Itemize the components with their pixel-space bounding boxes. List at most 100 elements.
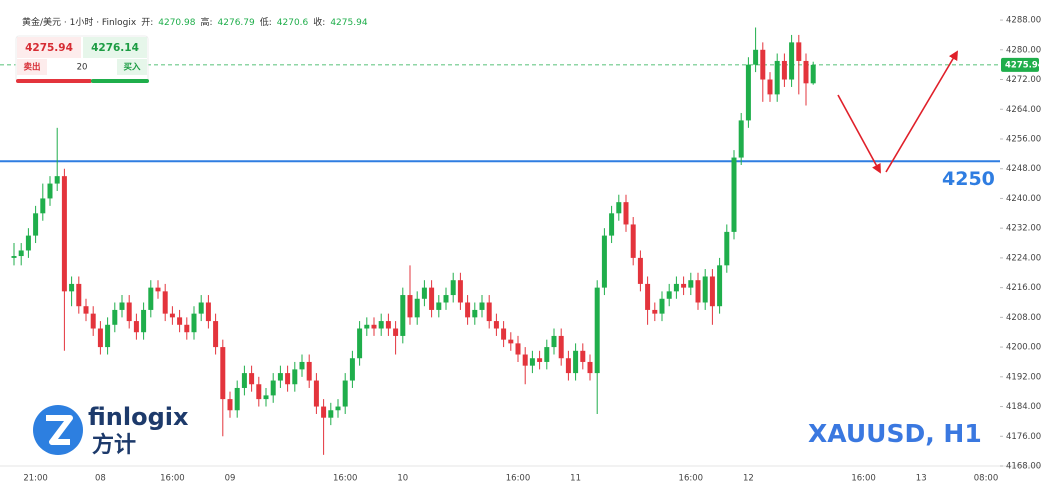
y-tick-label: 4272.00 <box>1006 75 1041 85</box>
y-tick-label: 4184.00 <box>1006 402 1041 412</box>
candle-body <box>551 335 557 348</box>
candle-body <box>681 283 687 288</box>
buy-button[interactable] <box>117 59 147 75</box>
candle-body <box>313 380 319 407</box>
candle-body <box>673 283 679 292</box>
x-tick-label: 16:00 <box>506 474 531 484</box>
candle-body <box>83 306 89 314</box>
y-tick-label: 4240.00 <box>1006 194 1041 204</box>
candle-body <box>205 302 211 322</box>
candle-body <box>33 213 39 236</box>
candle-body <box>227 399 233 411</box>
x-tick-label: 10 <box>397 474 408 484</box>
candle-body <box>767 79 773 95</box>
candle-body <box>378 321 384 329</box>
candle-body <box>796 42 802 61</box>
y-tick-label: 4288.00 <box>1006 16 1041 26</box>
x-tick-label: 16:00 <box>160 474 185 484</box>
arrow-up <box>885 50 958 173</box>
candle-body <box>753 49 759 65</box>
candle-body <box>249 373 255 385</box>
candle-body <box>40 198 46 214</box>
candle-body <box>61 176 67 292</box>
ohlc-value: 4276.79 <box>218 18 255 28</box>
candle-body <box>191 313 197 333</box>
ohlc-value: 4270.98 <box>158 18 195 28</box>
title: 黄金/美元 · 1小时 · Finlogix <box>22 16 137 28</box>
x-tick-label: 08 <box>95 474 106 484</box>
quantity[interactable]: 20 <box>77 63 88 73</box>
candle-body <box>292 369 298 385</box>
candle-body <box>637 257 643 284</box>
candle-body <box>11 256 17 258</box>
x-tick-label: 16:00 <box>679 474 704 484</box>
sell-button[interactable] <box>17 59 47 75</box>
candle-body <box>414 298 420 318</box>
candle-body <box>803 60 809 84</box>
ohlc-value: 4270.6 <box>277 18 309 28</box>
candle-body <box>623 202 629 225</box>
buy-box[interactable] <box>83 37 147 58</box>
candle-body <box>522 354 528 366</box>
candle-body <box>364 324 370 329</box>
candle-body <box>465 302 471 318</box>
candle-body <box>349 358 355 381</box>
candle-body <box>616 202 622 214</box>
candle-body <box>198 302 204 314</box>
candle-body <box>213 321 219 348</box>
candle-body <box>789 42 795 80</box>
candle-body <box>508 339 514 344</box>
x-tick-label: 16:00 <box>333 474 358 484</box>
candle-body <box>177 317 183 325</box>
price-tag-label: 4275.94 <box>1005 60 1041 70</box>
trade-panel: 4275.94 4276.14 卖出 20 买入 <box>15 35 149 83</box>
candle-body <box>18 250 24 257</box>
candle-body <box>155 287 161 292</box>
sell-price: 4275.94 <box>25 42 73 54</box>
candle-body <box>141 309 147 333</box>
candle-body <box>486 302 492 322</box>
candle-body <box>479 302 485 310</box>
logo: finlogix 方计 <box>33 403 189 458</box>
candle-body <box>537 358 543 362</box>
candle-body <box>133 321 139 333</box>
candle-body <box>580 350 586 362</box>
ohlc-name: 低: <box>260 16 272 28</box>
candle-body <box>256 384 262 400</box>
y-tick-label: 4280.00 <box>1006 45 1041 55</box>
symbol-label: XAUUSD, H1 <box>808 419 982 448</box>
candle-body <box>587 361 593 374</box>
sell-box[interactable] <box>17 37 81 58</box>
candle-body <box>119 302 125 310</box>
candle-body <box>450 280 456 296</box>
candle-body <box>148 287 154 310</box>
y-tick-label: 4264.00 <box>1006 105 1041 115</box>
candle-body <box>573 350 579 374</box>
candle-body <box>709 276 715 307</box>
candle-body <box>659 298 665 314</box>
y-tick-label: 4208.00 <box>1006 313 1041 323</box>
candle-body <box>25 235 31 251</box>
candle-body <box>688 280 694 288</box>
candle-body <box>443 295 449 303</box>
candle-body <box>429 287 435 310</box>
level-label: 4250 <box>942 168 995 190</box>
ohlc-name: 高: <box>200 16 212 28</box>
y-tick-label: 4200.00 <box>1006 343 1041 353</box>
buy-label: 买入 <box>123 63 141 73</box>
candle-body <box>184 324 190 333</box>
candle-body <box>745 64 751 121</box>
candle-body <box>112 309 118 325</box>
sell-label: 卖出 <box>23 62 40 73</box>
candle-body <box>69 283 75 292</box>
y-tick-label: 4248.00 <box>1006 164 1041 174</box>
y-tick-label: 4168.00 <box>1006 462 1041 472</box>
candle-body <box>594 287 600 374</box>
candle-body <box>241 373 247 388</box>
candle-body <box>695 280 701 303</box>
y-tick-label: 4216.00 <box>1006 283 1041 293</box>
logo-mark <box>46 415 73 445</box>
candle-body <box>169 313 175 318</box>
buy-price: 4276.14 <box>91 42 139 54</box>
